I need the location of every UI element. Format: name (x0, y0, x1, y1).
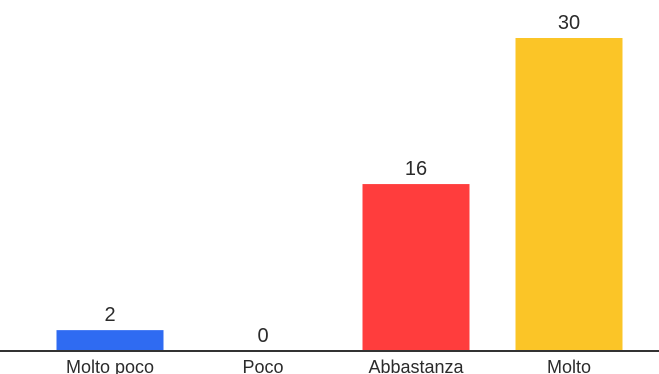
value-labels-group: 2 0 16 30 (104, 12, 580, 347)
bar-abbastanza (362, 184, 470, 351)
value-label-molto-poco: 2 (104, 304, 115, 326)
value-label-poco: 0 (257, 325, 268, 347)
tick-label-abbastanza: Abbastanza (368, 357, 464, 374)
value-label-molto: 30 (558, 12, 580, 34)
bar-molto-poco (56, 330, 164, 351)
tick-labels-group: Molto poco Poco Abbastanza Molto (66, 357, 591, 374)
bar-molto (515, 38, 623, 351)
tick-label-molto: Molto (547, 357, 591, 374)
tick-label-molto-poco: Molto poco (66, 357, 154, 374)
tick-label-poco: Poco (242, 357, 283, 374)
bars-group (56, 38, 623, 351)
value-label-abbastanza: 16 (405, 158, 427, 180)
